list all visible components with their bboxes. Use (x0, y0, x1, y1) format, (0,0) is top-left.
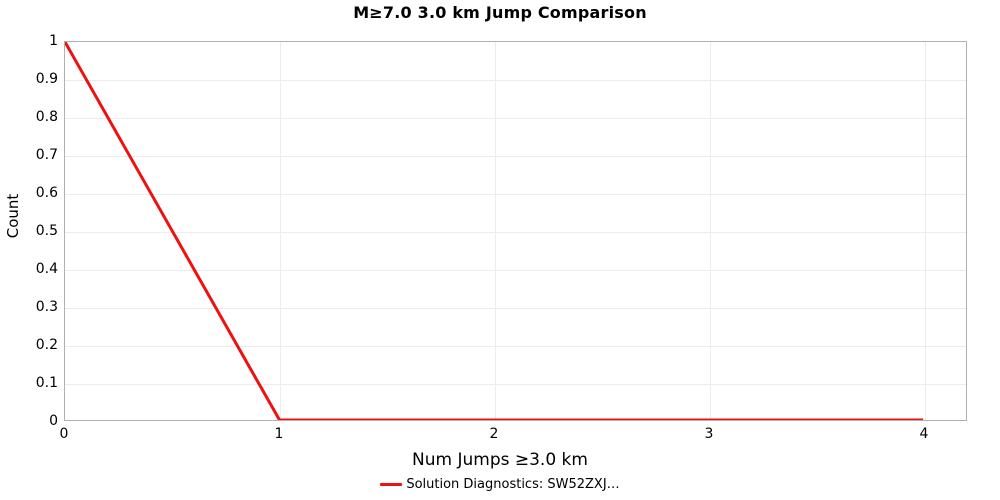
plot-area (64, 41, 967, 421)
y-axis-tick-label: 0 (49, 413, 58, 429)
gridline-horizontal (65, 194, 966, 195)
y-axis-tick-label: 0.1 (35, 375, 58, 391)
chart-legend: Solution Diagnostics: SW52ZXJ… (0, 478, 1000, 491)
y-axis-tick-label: 0.6 (35, 185, 58, 201)
gridline-horizontal (65, 384, 966, 385)
gridline-horizontal (65, 80, 966, 81)
gridline-horizontal (65, 118, 966, 119)
y-axis-tick-labels: 0 0.1 0.2 0.3 0.4 0.5 0.6 0.7 0.8 0.9 1 (0, 34, 58, 428)
y-axis-tick-label: 0.3 (35, 299, 58, 315)
y-axis-tick-label: 0.2 (35, 337, 58, 353)
gridline-vertical (495, 42, 496, 420)
x-axis-tick-label: 4 (919, 426, 929, 442)
y-axis-tick-label: 0.9 (35, 71, 58, 87)
gridline-horizontal (65, 232, 966, 233)
y-axis-tick-label: 0.4 (35, 261, 58, 277)
x-axis-tick-label: 3 (704, 426, 714, 442)
gridline-vertical (710, 42, 711, 420)
legend-label: Solution Diagnostics: SW52ZXJ… (406, 477, 620, 492)
gridline-vertical (280, 42, 281, 420)
series-line-group (65, 42, 966, 420)
y-axis-tick-label: 1 (49, 33, 58, 49)
x-axis-tick-label: 0 (59, 426, 69, 442)
gridline-horizontal (65, 346, 966, 347)
y-axis-tick-label: 0.8 (35, 109, 58, 125)
x-axis-tick-label: 2 (489, 426, 499, 442)
y-axis-tick-label: 0.5 (35, 223, 58, 239)
legend-line-swatch-icon (380, 483, 403, 486)
gridline-horizontal (65, 270, 966, 271)
x-axis-title: Num Jumps ≥3.0 km (412, 450, 588, 470)
y-axis-tick-label: 0.7 (35, 147, 58, 163)
x-axis-tick-label: 1 (274, 426, 284, 442)
x-axis-tick-labels: 0 1 2 3 4 (60, 426, 967, 447)
gridline-horizontal (65, 156, 966, 157)
gridline-horizontal (65, 308, 966, 309)
chart-title: M≥7.0 3.0 km Jump Comparison (353, 3, 647, 22)
gridline-vertical (925, 42, 926, 420)
legend-entry[interactable]: Solution Diagnostics: SW52ZXJ… (380, 477, 620, 492)
series-line (65, 42, 923, 420)
